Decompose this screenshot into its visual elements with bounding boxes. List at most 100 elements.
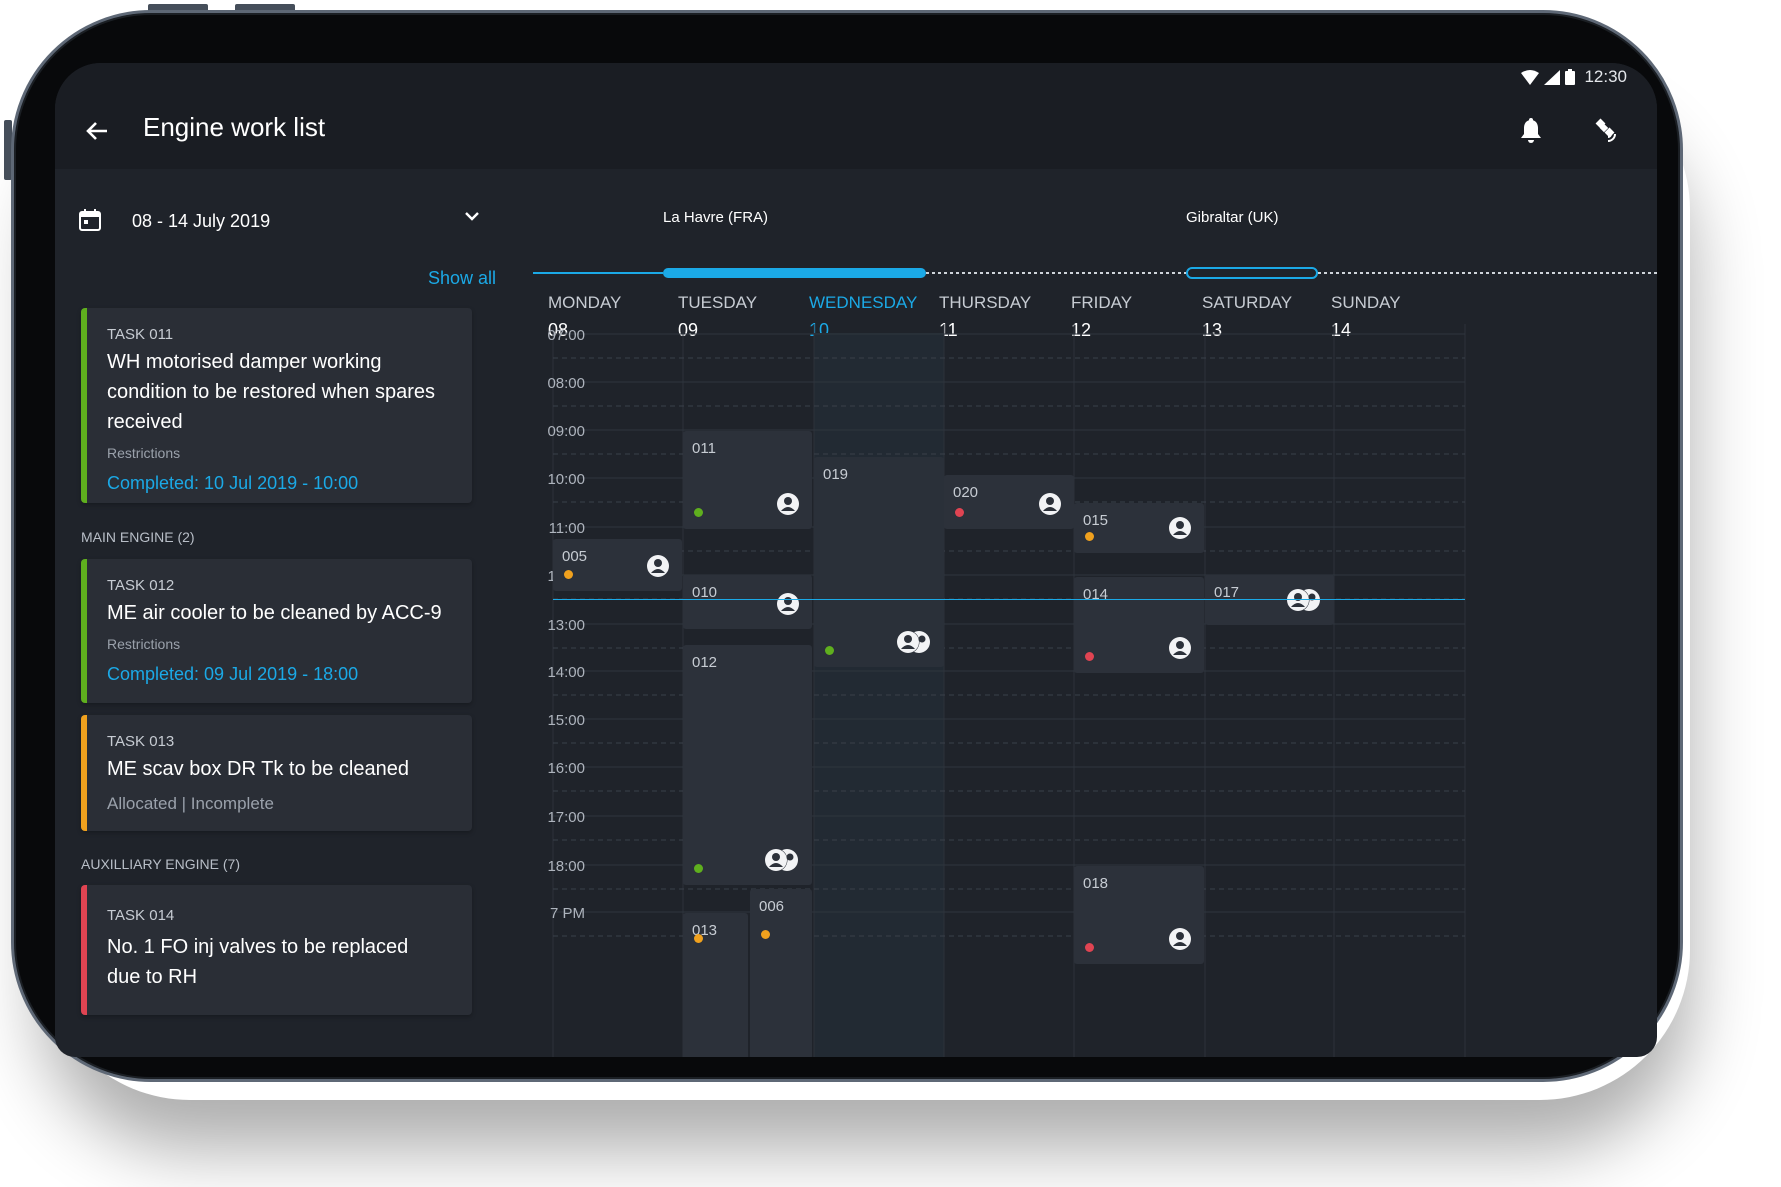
satellite-icon: [1595, 118, 1616, 142]
time-label: 18:00: [547, 858, 585, 875]
task-id: TASK 011: [107, 326, 174, 343]
show-all-link[interactable]: Show all: [427, 268, 496, 288]
event-id: 015: [1083, 512, 1109, 529]
time-label: 08:00: [547, 375, 585, 392]
person-icon: [1168, 636, 1192, 665]
calendar-event-019[interactable]: 019: [814, 457, 944, 667]
status-dot-orange: [564, 570, 573, 579]
status-dot-green: [694, 864, 703, 873]
status-bar-green: [81, 308, 87, 503]
event-id: 005: [562, 548, 588, 565]
calendar-event-011[interactable]: 011: [683, 431, 812, 529]
status-dot-orange: [694, 934, 703, 943]
event-id: 006: [759, 898, 785, 915]
port-stay-la-havre: [663, 268, 926, 278]
calendar-icon: [79, 209, 101, 231]
person-icon: [1168, 927, 1192, 956]
route-timeline: [533, 267, 1657, 279]
calendar-event-014[interactable]: 014: [1074, 577, 1204, 673]
time-label: 11:00: [548, 520, 585, 537]
person-icon: [1038, 492, 1062, 521]
status-dot-red: [1085, 652, 1094, 661]
date-range-picker[interactable]: 08 - 14 July 2019: [79, 199, 479, 243]
task-card-012[interactable]: TASK 012 ME air cooler to be cleaned by …: [81, 559, 472, 703]
battery-icon: [1565, 69, 1576, 85]
time-label: 14:00: [547, 664, 585, 681]
event-id: 010: [692, 584, 718, 601]
person-icon: [776, 492, 800, 521]
day-header-friday: FRIDAY 12: [1071, 293, 1133, 340]
status-dot-green: [825, 646, 834, 655]
calendar-event-006[interactable]: 006: [750, 889, 812, 1057]
time-label: 13:00: [547, 617, 585, 634]
restrictions-label: Restrictions: [107, 636, 181, 652]
task-title: ME air cooler to be cleaned by ACC-9: [107, 602, 442, 624]
signal-icon: [1544, 69, 1561, 85]
group-icon: [896, 630, 932, 659]
task-card-011[interactable]: TASK 011 WH motorised damper working con…: [81, 308, 472, 503]
calendar-event-018[interactable]: 018: [1074, 866, 1204, 964]
completed-text: Completed: 10 Jul 2019 - 10:00: [107, 473, 359, 493]
calendar-event-013[interactable]: 013: [683, 913, 748, 1057]
arrow-left-icon: [86, 122, 107, 140]
calendar-event-017[interactable]: 017: [1205, 575, 1334, 625]
power-button: [4, 120, 12, 180]
task-list-panel: 08 - 14 July 2019 Show all TASK 011 WH m…: [55, 169, 533, 1057]
time-label: 17:00: [547, 809, 585, 826]
completed-text: Completed: 09 Jul 2019 - 18:00: [107, 664, 359, 684]
status-dot-orange: [761, 930, 770, 939]
event-id: 011: [692, 440, 716, 457]
tablet-device: 12:30 Engine work list 08 - 14 July 2019: [11, 10, 1683, 1082]
route-port-label: La Havre (FRA): [663, 209, 769, 226]
status-dot-red: [1085, 943, 1094, 952]
time-label: 7 PM: [549, 905, 585, 922]
screen: 12:30 Engine work list 08 - 14 July 2019: [55, 63, 1657, 1057]
time-label: 09:00: [547, 423, 585, 440]
chevron-down-icon: [465, 212, 479, 221]
task-title: WH motorised damper working condition to…: [107, 351, 435, 433]
task-id: TASK 012: [107, 577, 175, 594]
time-label: 15:00: [547, 712, 585, 729]
task-card-013[interactable]: TASK 013 ME scav box DR Tk to be cleaned…: [81, 715, 472, 831]
calendar-event-020[interactable]: 020: [944, 475, 1074, 529]
time-label: 10:00: [547, 471, 585, 488]
day-header-sunday: SUNDAY 14: [1331, 293, 1401, 340]
status-bar-orange: [81, 715, 87, 831]
volume-up-button: [148, 4, 208, 12]
back-button[interactable]: [77, 111, 117, 151]
group-icon: [1286, 588, 1322, 617]
status-bar: 12:30: [55, 63, 1657, 93]
status-dot-red: [955, 508, 964, 517]
notifications-button[interactable]: [1509, 109, 1553, 153]
current-time-indicator: [553, 599, 1465, 600]
person-icon: [1168, 516, 1192, 545]
task-title: ME scav box DR Tk to be cleaned: [107, 758, 409, 780]
status-bar-red: [81, 885, 87, 1015]
status-time: 12:30: [1584, 67, 1627, 86]
restrictions-label: Restrictions: [107, 445, 181, 461]
task-id: TASK 014: [107, 907, 175, 924]
wifi-icon: [1521, 69, 1540, 85]
event-id: 019: [823, 466, 849, 483]
satellite-button[interactable]: [1583, 109, 1627, 153]
task-status: Allocated | Incomplete: [107, 794, 274, 813]
event-id: 020: [953, 484, 979, 501]
date-range-text: 08 - 14 July 2019: [132, 211, 271, 231]
person-icon: [776, 592, 800, 621]
time-label: 16:00: [547, 760, 585, 777]
section-label-auxiliary-engine: AUXILLIARY ENGINE (7): [81, 856, 240, 872]
person-icon: [646, 554, 670, 583]
task-id: TASK 013: [107, 733, 175, 750]
calendar-event-015[interactable]: 015: [1074, 503, 1204, 553]
calendar-event-012[interactable]: 012: [683, 645, 812, 885]
week-calendar: La Havre (FRA) Gibraltar (UK) MONDAY 08 T…: [533, 169, 1657, 1057]
event-id: 018: [1083, 875, 1109, 892]
event-id: 017: [1214, 584, 1240, 601]
day-header-saturday: SATURDAY 13: [1202, 293, 1293, 340]
volume-down-button: [235, 4, 295, 12]
calendar-event-010[interactable]: 010: [683, 575, 812, 629]
port-stay-gibraltar: [1186, 267, 1318, 279]
calendar-event-005[interactable]: 005: [553, 539, 682, 591]
task-title: No. 1 FO inj valves to be replaced due t…: [107, 936, 409, 988]
task-card-014[interactable]: TASK 014 No. 1 FO inj valves to be repla…: [81, 885, 472, 1015]
